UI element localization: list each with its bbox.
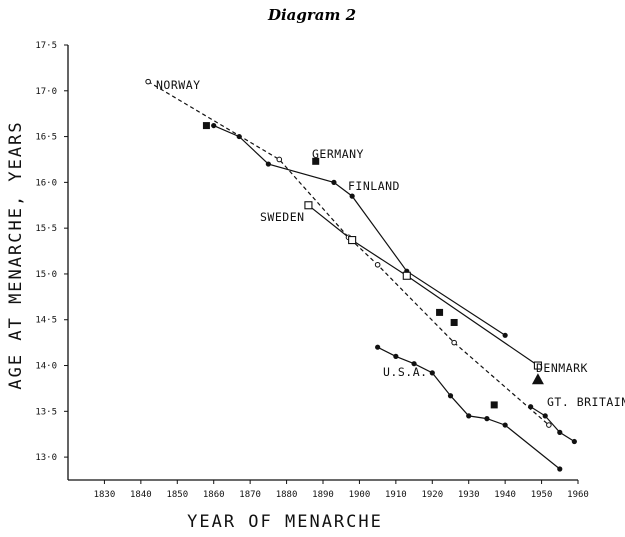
series-label-norway: NORWAY: [156, 78, 201, 92]
series-line-norway: [147, 81, 550, 426]
y-tick-label: 14·0: [35, 362, 57, 372]
y-tick-label: 13·0: [35, 453, 57, 463]
data-point-finland: [349, 193, 355, 199]
data-point-norway: [276, 156, 283, 163]
y-tick-label: 15·5: [35, 224, 57, 234]
data-point-u-s-a: [447, 393, 454, 399]
data-point-germany: [450, 318, 458, 326]
data-point-gt-britain: [528, 404, 534, 410]
data-point-finland: [331, 179, 337, 185]
data-point-finland: [502, 332, 508, 338]
series-label-germany: GERMANY: [312, 147, 364, 161]
data-point-u-s-a: [393, 353, 399, 359]
y-tick-label: 14·5: [35, 316, 57, 326]
y-axis-label: AGE AT MENARCHE, YEARS: [6, 120, 26, 389]
data-point-norway: [451, 339, 457, 346]
y-tick-label: 15·0: [35, 270, 57, 280]
data-point-germany: [490, 401, 498, 409]
x-tick-label: 1910: [385, 490, 407, 500]
x-tick-label: 1870: [239, 490, 261, 500]
y-tick-label: 17·5: [35, 41, 57, 51]
data-point-u-s-a: [411, 361, 417, 367]
y-tick-label: 16·0: [35, 178, 57, 188]
series-label-finland: FINLAND: [348, 179, 400, 193]
x-tick-label: 1920: [421, 490, 443, 500]
data-point-gt-britain: [571, 438, 577, 445]
x-tick-label: 1930: [458, 490, 480, 500]
data-point-sweden: [402, 271, 411, 280]
data-point-u-s-a: [557, 466, 563, 472]
data-point-gt-britain: [542, 413, 548, 419]
data-point-sweden: [304, 201, 313, 210]
series-line-sweden: [308, 204, 539, 366]
y-tick-label: 13·5: [35, 407, 57, 417]
series-line-gt-britain: [530, 406, 575, 443]
x-tick-label: 1860: [203, 490, 225, 500]
chart-title: Diagram 2: [267, 6, 356, 24]
data-point-u-s-a: [502, 422, 508, 428]
series-label-denmark: DENMARK: [536, 361, 588, 375]
y-tick-label: 17·0: [35, 87, 57, 97]
x-tick-label: 1900: [349, 490, 371, 500]
x-tick-label: 1940: [494, 490, 516, 500]
x-tick-label: 1850: [166, 490, 188, 500]
x-tick-label: 1890: [312, 490, 334, 500]
data-point-finland: [236, 133, 242, 140]
data-point-sweden: [348, 236, 357, 245]
series-label-usa: U.S.A.: [383, 365, 428, 379]
x-tick-label: 1880: [276, 490, 298, 500]
data-point-norway: [374, 261, 381, 268]
x-tick-label: 1840: [130, 490, 152, 500]
data-point-germany: [202, 122, 210, 130]
data-point-u-s-a: [429, 370, 435, 376]
series-label-sweden: SWEDEN: [260, 210, 305, 224]
data-point-denmark: [531, 373, 544, 385]
data-point-u-s-a: [484, 416, 490, 422]
y-tick-label: 16·5: [35, 133, 57, 143]
x-tick-label: 1950: [531, 490, 553, 500]
data-point-gt-britain: [557, 429, 563, 435]
data-point-germany: [312, 157, 320, 165]
x-tick-label: 1960: [567, 490, 589, 500]
series-label-gt-britain: GT. BRITAIN: [547, 395, 625, 409]
data-point-u-s-a: [375, 344, 381, 350]
data-point-norway: [145, 78, 151, 85]
data-point-finland: [211, 122, 217, 129]
data-point-germany: [436, 308, 444, 316]
data-point-sweden: [533, 361, 542, 370]
x-tick-label: 1830: [94, 490, 116, 500]
data-point-u-s-a: [466, 413, 472, 419]
data-point-norway: [546, 422, 552, 428]
data-point-finland: [265, 161, 271, 167]
x-axis-label: YEAR OF MENARCHE: [187, 512, 383, 532]
